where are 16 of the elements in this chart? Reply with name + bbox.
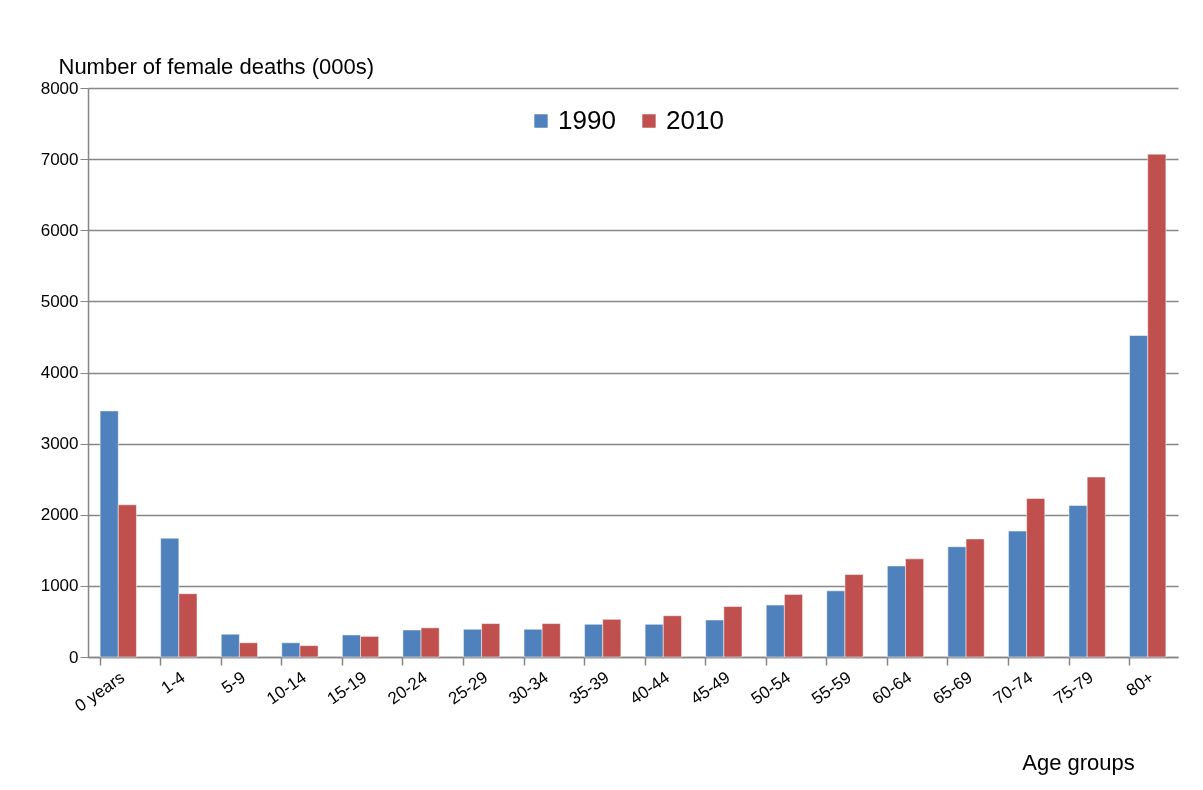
y-tick-label: 0 (69, 647, 79, 667)
x-tick-label: 80+ (1122, 667, 1158, 700)
y-tick-label: 6000 (40, 220, 79, 240)
y-axis-title: Number of female deaths (000s) (58, 53, 374, 79)
y-tick-label: 2000 (40, 505, 79, 525)
y-tick-label: 7000 (40, 149, 79, 169)
y-tick-label: 5000 (40, 291, 79, 311)
y-tick-label: 3000 (40, 434, 79, 454)
legend-label: 2010 (666, 105, 724, 135)
x-tick-label: 1-4 (157, 667, 189, 698)
legend-label: 1990 (558, 105, 616, 135)
x-tick-label: 5-9 (218, 667, 250, 698)
y-tick-label: 1000 (40, 576, 79, 596)
y-tick-label: 4000 (40, 363, 79, 382)
x-axis-title: Age groups (1022, 749, 1135, 775)
y-tick-label: 8000 (40, 78, 79, 98)
